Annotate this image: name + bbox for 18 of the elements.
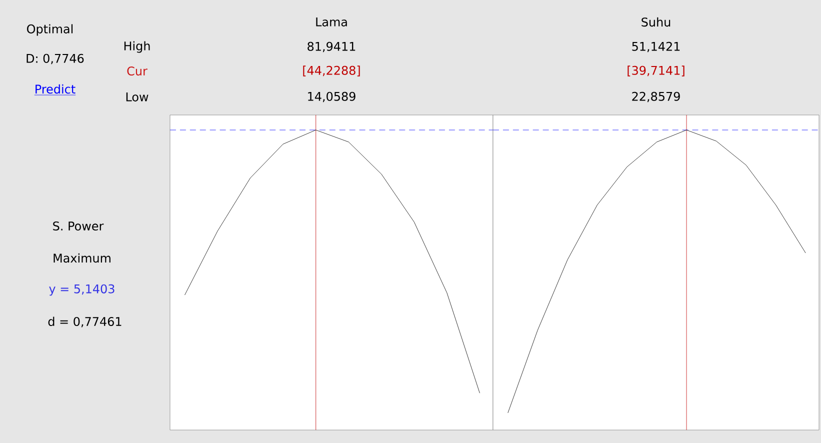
- text: High: [124, 41, 150, 53]
- text: 22,8579: [632, 92, 680, 102]
- text: [44,2288]: [303, 66, 360, 76]
- text: 51,1421: [632, 42, 680, 52]
- text: Optimal: [27, 24, 73, 36]
- text: Predict: [36, 84, 76, 94]
- chart-title: Lama: [316, 18, 347, 26]
- text: Low: [126, 92, 148, 102]
- text: 14,0589: [308, 92, 356, 102]
- text: d = 0,77461: [48, 316, 122, 328]
- text: Maximum: [54, 253, 110, 263]
- text: [39,7141]: [628, 66, 684, 76]
- chart-title: Suhu: [642, 17, 670, 27]
- text: 81,9411: [308, 42, 356, 52]
- text: Cur: [127, 66, 148, 76]
- text: D: 0,7746: [26, 54, 84, 64]
- text: S. Power: [53, 221, 104, 231]
- text: y = 5,1403: [49, 284, 114, 296]
